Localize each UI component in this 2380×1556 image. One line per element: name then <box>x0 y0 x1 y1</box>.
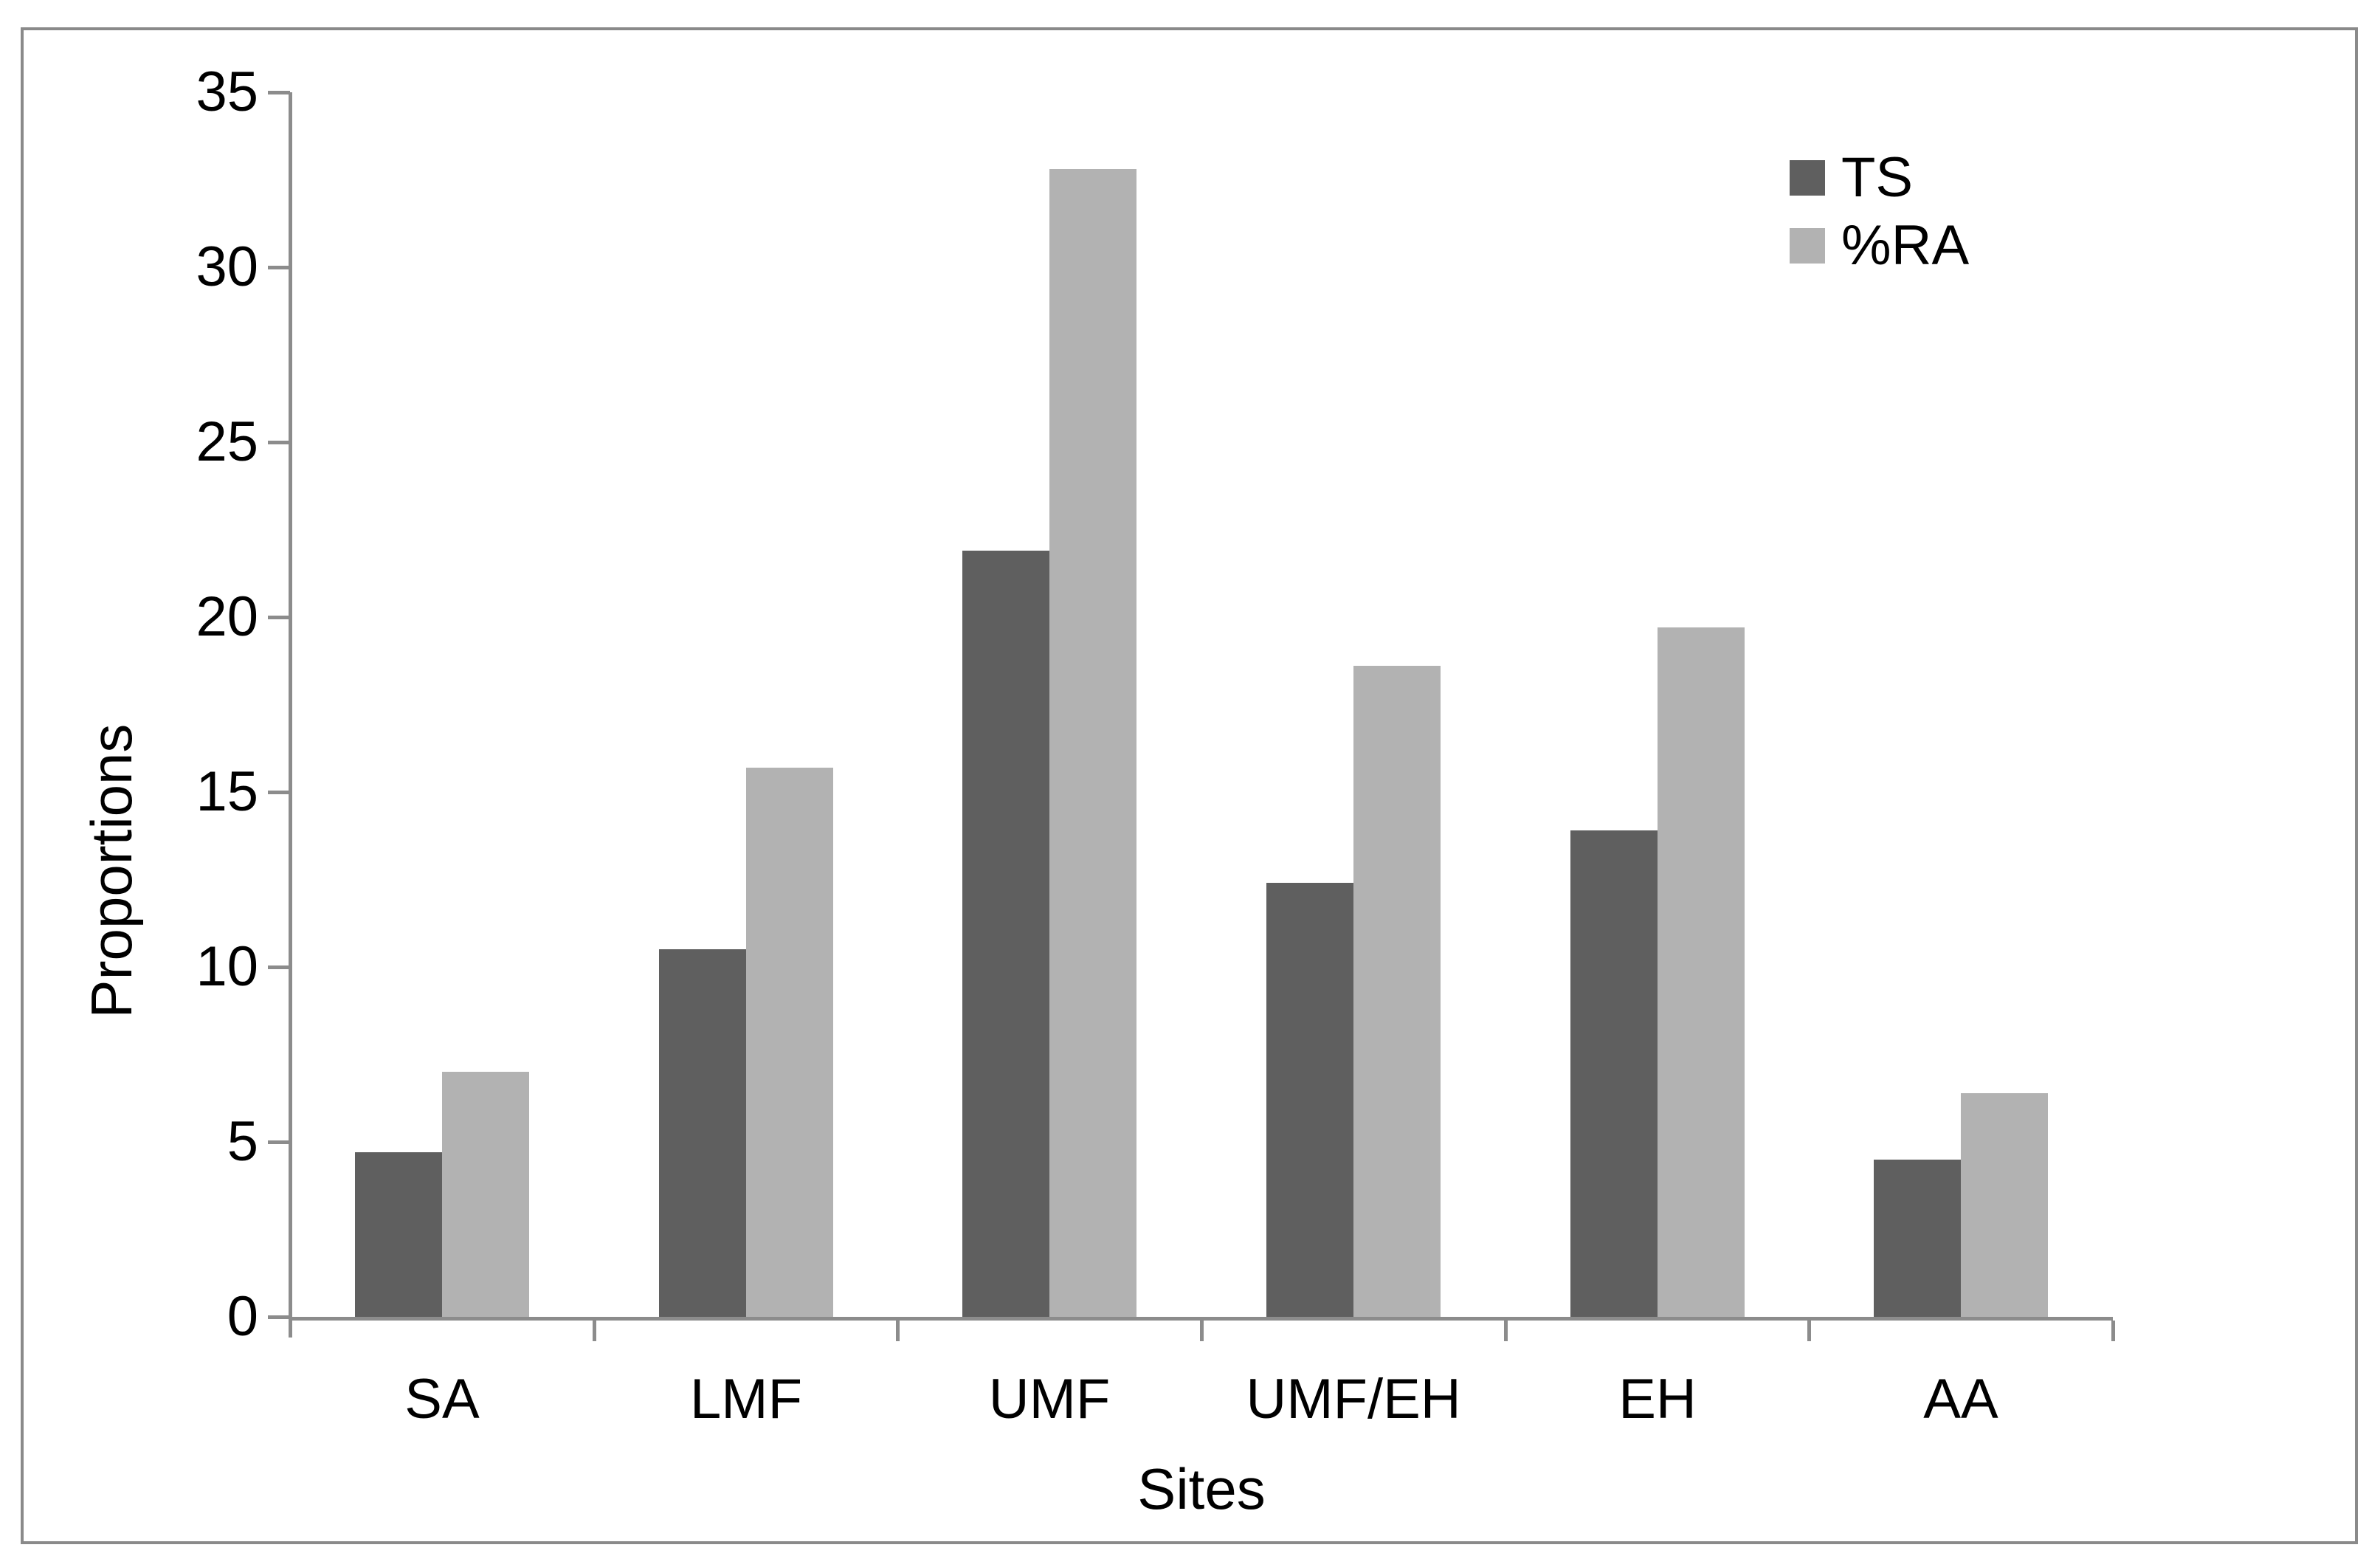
bar-ts-lmf <box>659 949 746 1317</box>
legend-swatch-ra <box>1790 228 1825 264</box>
y-tick-label-25: 25 <box>196 410 258 473</box>
x-tick-4 <box>1503 1321 1508 1341</box>
legend: TS %RA <box>1790 150 1969 296</box>
y-tick-0 <box>268 1315 290 1319</box>
x-tick-3 <box>1200 1321 1204 1341</box>
legend-swatch-ts <box>1790 160 1825 196</box>
y-tick-label-15: 15 <box>196 760 258 823</box>
y-tick-label-35: 35 <box>196 61 258 123</box>
x-tick-6 <box>2111 1321 2116 1341</box>
x-tick-2 <box>896 1321 900 1341</box>
y-tick-label-30: 30 <box>196 235 258 298</box>
bar-ts-umf-eh <box>1266 883 1353 1317</box>
y-tick-label-10: 10 <box>196 935 258 998</box>
y-tick-label-0: 0 <box>227 1285 258 1348</box>
x-tick-5 <box>1807 1321 1812 1341</box>
x-tick-label-eh: EH <box>1618 1368 1697 1431</box>
bar-ra-lmf <box>746 768 833 1317</box>
y-axis-title: Proportions <box>79 723 144 1019</box>
legend-item-ra: %RA <box>1790 218 1969 274</box>
x-tick-label-umf-eh: UMF/EH <box>1246 1368 1461 1431</box>
bar-ra-aa <box>1961 1093 2048 1317</box>
x-tick-label-lmf: LMF <box>690 1368 802 1431</box>
y-tick-30 <box>268 266 290 269</box>
legend-label-ra: %RA <box>1841 214 1970 277</box>
x-axis-line <box>290 1317 2114 1321</box>
y-tick-15 <box>268 791 290 794</box>
x-axis-title: Sites <box>1137 1456 1266 1521</box>
y-tick-35 <box>268 91 290 94</box>
y-tick-5 <box>268 1140 290 1144</box>
legend-label-ts: TS <box>1841 146 1914 209</box>
bar-ts-sa <box>355 1152 442 1317</box>
bar-ts-eh <box>1570 830 1658 1317</box>
y-tick-label-5: 5 <box>227 1110 258 1173</box>
bar-ra-sa <box>442 1072 529 1317</box>
bar-ts-aa <box>1874 1160 1961 1317</box>
x-tick-1 <box>592 1321 596 1341</box>
bar-ts-umf <box>962 551 1049 1317</box>
y-axis-line <box>289 92 292 1338</box>
bar-ra-umf <box>1049 169 1136 1317</box>
y-tick-20 <box>268 616 290 619</box>
figure-border <box>21 27 2358 1544</box>
x-tick-label-sa: SA <box>404 1368 480 1431</box>
y-tick-label-20: 20 <box>196 585 258 648</box>
bar-ra-eh <box>1658 627 1745 1317</box>
x-tick-label-aa: AA <box>1923 1368 1998 1431</box>
legend-item-ts: TS <box>1790 150 1969 206</box>
y-tick-25 <box>268 441 290 444</box>
x-tick-label-umf: UMF <box>988 1368 1111 1431</box>
bar-ra-umf-eh <box>1353 666 1441 1317</box>
y-tick-10 <box>268 965 290 969</box>
